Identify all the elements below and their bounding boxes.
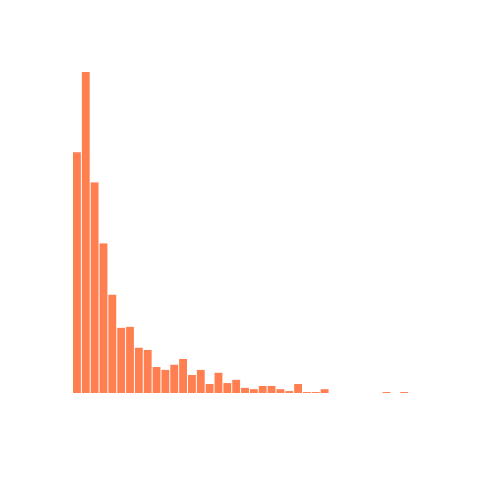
histogram-bar bbox=[108, 294, 117, 393]
histogram-bar bbox=[117, 327, 126, 393]
histogram-bar bbox=[276, 389, 285, 393]
histogram-bar bbox=[241, 387, 249, 393]
bars-group bbox=[73, 72, 409, 393]
histogram-bar bbox=[205, 384, 214, 393]
histogram-bar bbox=[214, 372, 223, 393]
histogram-bar bbox=[81, 72, 90, 393]
histogram-bar bbox=[196, 369, 205, 393]
histogram-bar bbox=[320, 389, 329, 393]
histogram-bar bbox=[400, 392, 409, 393]
histogram-bar bbox=[311, 392, 320, 393]
histogram-bar bbox=[179, 358, 187, 393]
histogram-bar bbox=[73, 152, 81, 393]
histogram-bar bbox=[126, 326, 134, 393]
histogram-bar bbox=[258, 385, 267, 393]
histogram-bar bbox=[90, 182, 99, 393]
histogram-bar bbox=[294, 384, 302, 393]
histogram-bar bbox=[99, 243, 108, 393]
histogram-bar bbox=[382, 392, 391, 393]
histogram-bar bbox=[267, 385, 276, 393]
histogram-bar bbox=[152, 367, 161, 393]
histogram-bar bbox=[134, 347, 143, 393]
histogram-bar bbox=[223, 383, 232, 393]
histogram-bar bbox=[188, 375, 196, 393]
histogram-bar bbox=[303, 392, 311, 393]
histogram-bar bbox=[143, 349, 152, 393]
histogram-bar bbox=[249, 389, 258, 393]
histogram-bar bbox=[161, 369, 170, 393]
histogram-bar bbox=[232, 379, 241, 393]
histogram-bar bbox=[285, 391, 294, 393]
histogram-bar bbox=[170, 364, 179, 393]
